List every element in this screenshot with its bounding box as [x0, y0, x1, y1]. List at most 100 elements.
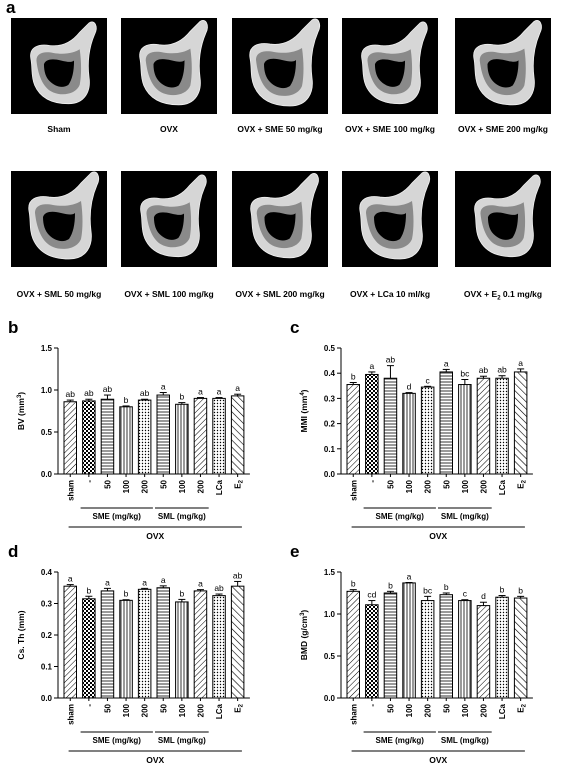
bar: [212, 397, 226, 475]
y-tick-label: 0.0: [41, 470, 53, 479]
panel-e-letter: e: [290, 542, 300, 561]
x-tick-label: sham: [349, 704, 358, 725]
image-caption: Sham: [47, 124, 71, 134]
bv-bar-chart: 0.0 0.5 1.0 1.5 BV (mm3) ab sham ab - ab 50 b 100 ab 2…: [0, 336, 280, 557]
bar: [212, 595, 226, 699]
ovx-group-label: OVX: [429, 755, 447, 765]
panel-d-letter: d: [8, 542, 19, 561]
significance-letter: a: [235, 383, 240, 393]
sml-group-label: SML (mg/kg): [441, 736, 489, 745]
x-tick-label: -: [368, 704, 377, 707]
bar: [175, 403, 189, 475]
x-tick-label: -: [85, 704, 94, 707]
x-tick-label: LCa: [215, 479, 224, 495]
bar: [476, 605, 491, 699]
y-axis-label: BV (mm3): [16, 392, 26, 430]
bar: [495, 596, 509, 699]
significance-letter: b: [500, 585, 505, 595]
bar: [346, 590, 360, 699]
significance-letter: a: [105, 577, 110, 587]
x-tick-label: 100: [122, 703, 131, 717]
ovx-group-label: OVX: [146, 755, 164, 765]
bar: [420, 600, 435, 699]
bar: [63, 401, 77, 475]
bar: [439, 371, 453, 475]
y-tick-label: 1.5: [324, 568, 336, 577]
x-tick-label: 50: [442, 703, 451, 712]
significance-letter: c: [463, 589, 468, 599]
bar: [193, 590, 208, 699]
significance-letter: ab: [479, 365, 489, 375]
significance-letter: a: [518, 358, 523, 368]
bar: [476, 377, 491, 475]
bar: [82, 598, 96, 699]
bone-cross-section-image: [121, 171, 217, 267]
y-tick-label: 0.0: [41, 694, 53, 703]
significance-letter: a: [161, 382, 166, 392]
bone-cross-section-image: [232, 18, 328, 114]
significance-letter: a: [369, 361, 374, 371]
bone-cross-section-image: [455, 171, 551, 267]
x-tick-label: 200: [196, 479, 205, 493]
bone-cross-section-image: [342, 18, 438, 114]
bar: [513, 371, 528, 475]
significance-letter: b: [86, 585, 91, 595]
y-tick-label: 0.3: [41, 600, 53, 609]
sml-group-label: SML (mg/kg): [441, 512, 489, 521]
x-tick-label: sham: [66, 704, 75, 725]
x-tick-label: 50: [442, 479, 451, 488]
significance-letter: d: [407, 382, 412, 392]
image-caption: OVX + SML 50 mg/kg: [16, 289, 102, 299]
y-tick-label: 0.0: [324, 694, 336, 703]
bar: [346, 384, 360, 475]
bar: [175, 601, 189, 699]
x-tick-label: 50: [159, 703, 168, 712]
significance-letter: bc: [423, 585, 433, 595]
bar: [230, 395, 245, 475]
bar: [365, 373, 379, 475]
significance-letter: d: [481, 591, 486, 601]
x-tick-label: 100: [461, 703, 470, 717]
image-caption: OVX + SML 100 mg/kg: [124, 289, 214, 299]
bone-cross-section-image: [11, 18, 107, 114]
significance-letter: a: [444, 358, 449, 368]
ovx-group-label: OVX: [429, 531, 447, 541]
bar: [100, 398, 115, 475]
y-tick-label: 0.2: [324, 420, 336, 429]
y-tick-label: 0.5: [324, 344, 336, 353]
x-tick-label: E2: [234, 703, 245, 712]
y-axis-label: MMI (mm4): [299, 389, 309, 432]
bar: [402, 582, 416, 699]
bar: [119, 599, 133, 699]
significance-letter: a: [217, 387, 222, 397]
significance-letter: ab: [233, 570, 243, 580]
bar: [100, 590, 115, 699]
significance-letter: a: [142, 577, 147, 587]
significance-letter: c: [426, 375, 431, 385]
y-tick-label: 1.0: [324, 610, 336, 619]
image-caption: OVX + SME 200 mg/kg: [458, 124, 548, 134]
x-tick-label: 100: [178, 479, 187, 493]
significance-letter: b: [388, 580, 393, 590]
panel-c-letter: c: [290, 318, 300, 337]
bar: [439, 594, 453, 699]
bar: [230, 585, 245, 699]
y-tick-label: 0.4: [324, 369, 336, 378]
bar: [420, 386, 435, 475]
bar: [495, 377, 509, 475]
significance-letter: a: [161, 575, 166, 585]
significance-letter: a: [198, 387, 203, 397]
bar: [458, 600, 472, 699]
x-tick-label: LCa: [215, 703, 224, 719]
bar: [137, 399, 152, 475]
cs-th-bar-chart: 0.0 0.1 0.2 0.3 0.4 Cs. Th (mm) a sham b - a 50 b 100…: [0, 560, 280, 781]
mmi-bar-chart: 0.0 0.1 0.2 0.3 0.4 0.5 MMI (mm4) b sham a - ab 50 d 1…: [283, 336, 563, 557]
bar: [82, 400, 96, 475]
bar: [365, 604, 379, 699]
bar-chart-svg: 0.0 0.1 0.2 0.3 0.4 Cs. Th (mm) a sham b - a 50 b 100…: [16, 568, 250, 765]
sme-group-label: SME (mg/kg): [376, 736, 425, 745]
panel-b-letter: b: [8, 318, 19, 337]
x-tick-label: 100: [405, 703, 414, 717]
significance-letter: b: [124, 589, 129, 599]
